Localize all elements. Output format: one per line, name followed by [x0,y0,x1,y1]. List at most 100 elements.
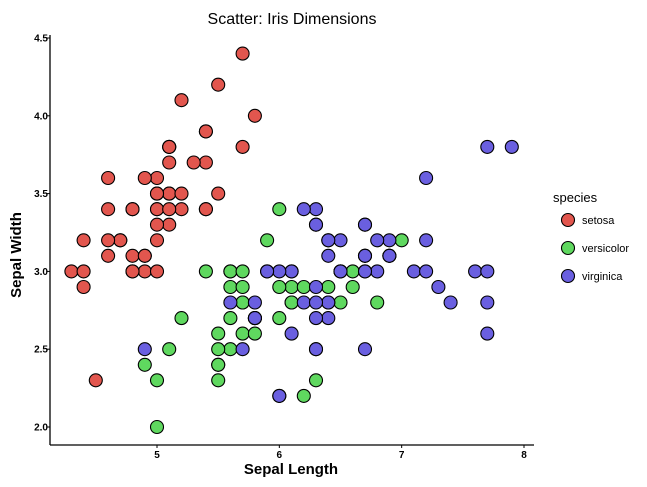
data-point-versicolor-25 [345,264,360,279]
data-point-setosa-48 [186,155,201,170]
data-point-virginica-25 [419,233,434,248]
data-point-virginica-32 [321,295,336,310]
data-point-versicolor-40 [211,326,226,341]
y-tick-label: 2.5 [34,345,48,356]
data-point-virginica-12 [370,264,385,279]
data-point-virginica-11 [321,311,336,326]
data-point-setosa-22 [101,170,116,186]
data-point-versicolor-37 [308,373,324,388]
plot-points [64,46,519,435]
data-point-virginica-7 [431,279,446,295]
x-axis-title: Sepal Length [244,461,338,478]
data-point-virginica-30 [443,295,458,310]
data-point-setosa-23 [162,217,177,232]
y-tick-label: 3.5 [34,189,48,200]
data-point-virginica-2 [406,264,421,279]
data-point-virginica-20 [382,233,397,248]
data-point-virginica-49 [260,264,275,279]
data-point-setosa-25 [149,264,165,279]
data-point-versicolor-45 [235,264,250,279]
data-point-versicolor-24 [321,279,336,295]
data-point-setosa-26 [149,202,165,217]
data-point-versicolor-23 [284,295,299,310]
data-point-setosa-16 [198,124,213,139]
data-point-versicolor-34 [198,264,213,279]
data-point-virginica-6 [137,342,152,357]
data-point-versicolor-8 [345,279,360,295]
legend-label-versicolor: versicolor [582,243,629,255]
data-point-setosa-17 [162,186,177,201]
data-point-virginica-21 [223,295,238,310]
data-point-virginica-40 [357,248,373,263]
y-axis-title: Sepal Width [8,212,25,298]
data-point-versicolor-0 [394,233,409,248]
data-point-virginica-41 [382,248,397,263]
data-point-virginica-37 [321,248,336,263]
data-point-virginica-44 [357,217,373,232]
data-point-versicolor-46 [235,279,250,295]
data-point-versicolor-48 [162,342,177,357]
data-point-setosa-46 [162,139,177,154]
data-point-virginica-8 [357,342,373,357]
data-point-versicolor-38 [223,264,238,279]
data-point-virginica-27 [284,264,299,279]
data-point-setosa-33 [211,77,226,92]
data-point-virginica-42 [247,311,262,326]
chart-title: Scatter: Iris Dimensions [208,11,377,28]
y-tick-label: 4.5 [34,34,48,45]
data-point-virginica-10 [333,233,348,248]
data-point-virginica-18 [480,326,495,341]
data-point-setosa-15 [235,46,250,61]
data-point-virginica-22 [480,295,495,310]
data-point-virginica-29 [419,264,434,279]
data-point-virginica-33 [308,295,324,310]
data-point-versicolor-29 [235,326,250,341]
data-point-setosa-3 [101,248,116,263]
data-point-versicolor-18 [296,388,311,403]
legend-key-versicolor [560,240,576,256]
data-point-virginica-36 [308,202,324,217]
data-point-versicolor-9 [174,311,189,326]
data-point-setosa-31 [198,202,213,217]
data-point-setosa-45 [125,264,140,279]
data-point-virginica-23 [308,311,324,326]
data-point-setosa-39 [162,202,177,217]
legend-label-virginica: virginica [582,271,623,283]
legend-label-setosa: setosa [582,215,615,227]
data-point-versicolor-13 [284,279,299,295]
data-point-versicolor-10 [149,419,165,435]
data-point-virginica-45 [357,264,373,279]
data-point-versicolor-47 [296,279,311,295]
data-point-virginica-17 [480,139,495,154]
data-point-virginica-13 [235,342,250,357]
data-point-virginica-47 [333,264,348,279]
data-point-versicolor-44 [223,311,238,326]
x-tick-label: 7 [399,450,405,461]
data-point-setosa-29 [113,233,128,248]
data-point-virginica-31 [504,139,519,154]
data-point-setosa-30 [125,248,140,263]
data-point-setosa-1 [137,264,152,279]
data-point-virginica-15 [321,233,336,248]
legend-key-setosa [560,212,576,228]
data-point-versicolor-49 [235,295,250,310]
data-point-versicolor-14 [223,279,238,295]
legend-key-virginica [560,268,576,284]
x-axis-ticks: 5 6 7 8 [154,445,527,461]
data-point-versicolor-28 [272,279,287,295]
data-point-versicolor-19 [223,342,238,357]
data-point-virginica-38 [272,264,287,279]
data-point-setosa-6 [101,202,116,217]
data-point-setosa-13 [64,264,79,279]
data-point-setosa-36 [211,186,226,201]
legend: species setosa versicolor virginica [553,190,629,284]
data-point-versicolor-20 [260,233,275,248]
data-point-setosa-35 [149,233,165,248]
data-point-versicolor-3 [211,373,226,388]
data-point-virginica-14 [247,295,262,310]
data-point-virginica-26 [296,295,311,310]
data-point-virginica-35 [480,264,495,279]
data-point-setosa-42 [76,233,91,248]
data-point-setosa-28 [174,202,189,217]
